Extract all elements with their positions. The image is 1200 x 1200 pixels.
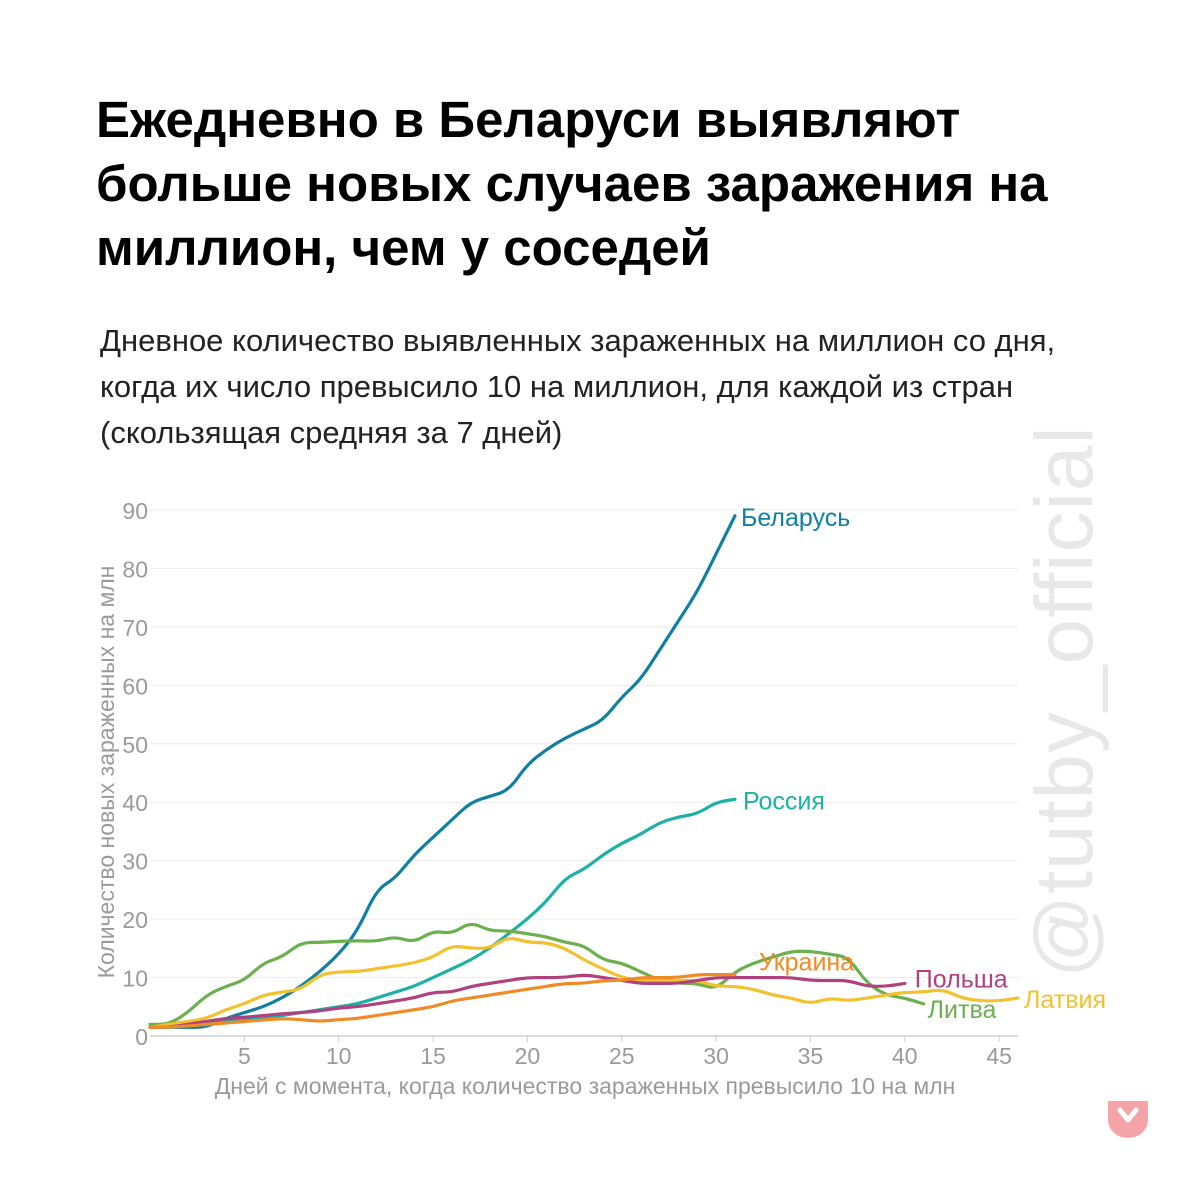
- x-tick-label: 30: [703, 1043, 729, 1069]
- y-tick-label: 20: [122, 907, 148, 933]
- y-tick-label: 60: [122, 673, 148, 699]
- x-tick-label: 40: [892, 1043, 918, 1069]
- series-label: Беларусь: [741, 504, 850, 532]
- x-axis-label: Дней с момента, когда количество заражен…: [215, 1073, 956, 1099]
- x-tick-label: 15: [420, 1043, 446, 1069]
- series-line: [148, 937, 1020, 1029]
- y-tick-label: 80: [122, 556, 148, 582]
- x-tick-label: 35: [798, 1043, 824, 1069]
- y-tick-label: 0: [135, 1024, 148, 1050]
- y-tick-label: 90: [122, 498, 148, 524]
- x-tick-label: 5: [238, 1043, 251, 1069]
- x-tick-label: 45: [986, 1043, 1012, 1069]
- series-line: [148, 973, 737, 1029]
- y-tick-label: 50: [122, 732, 148, 758]
- y-tick-label: 70: [122, 615, 148, 641]
- chart-subtitle: Дневное количество выявленных зараженных…: [100, 323, 1056, 450]
- y-tick-labels: 0 10 20 30 40 50 60 70 80 90: [122, 498, 148, 1050]
- grid-lines: [150, 509, 1018, 1042]
- y-axis-label: Количество новых зараженных на млн: [93, 566, 119, 979]
- x-tick-labels: 5 10 15 20 25 30 35 40 45: [238, 1043, 1012, 1069]
- x-tick-label: 10: [326, 1043, 352, 1069]
- series-label: Польша: [915, 965, 1008, 993]
- line-chart: 0 10 20 30 40 50 60 70 80 90 5 10 15 20 25 30 35 40 45 Бе…: [93, 498, 1106, 1099]
- tutby-logo-icon: [1108, 1101, 1148, 1138]
- series-label: Литва: [928, 996, 997, 1024]
- series-label: Украина: [759, 949, 854, 977]
- series-labels: Беларусь Россия Литва Латвия Польша Украина: [741, 504, 1106, 1024]
- series-line: [148, 922, 926, 1026]
- series-line: [148, 514, 737, 1029]
- y-tick-label: 30: [122, 849, 148, 875]
- x-tick-label: 25: [609, 1043, 635, 1069]
- y-tick-label: 40: [122, 790, 148, 816]
- series-line: [148, 973, 907, 1029]
- series-label: Россия: [743, 787, 825, 815]
- series-line: [148, 797, 737, 1029]
- x-tick-label: 20: [515, 1043, 541, 1069]
- series-label: Латвия: [1024, 986, 1106, 1014]
- series-lines: [148, 514, 1020, 1029]
- y-tick-label: 10: [122, 966, 148, 992]
- chart-title: Ежедневно в Беларуси выявляют больше нов…: [96, 91, 1048, 276]
